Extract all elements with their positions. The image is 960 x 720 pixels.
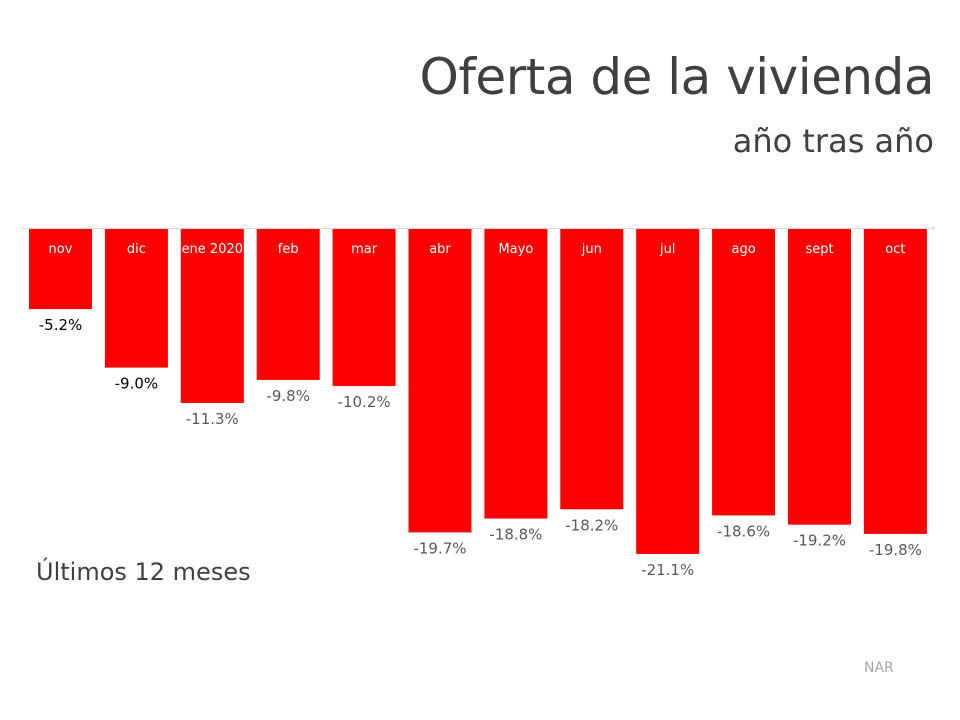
bar (408, 229, 472, 533)
category-label: abr (429, 242, 451, 257)
bar (712, 229, 776, 516)
data-label: -5.2% (39, 316, 83, 334)
data-label: -11.3% (186, 410, 239, 428)
chart-subtitle: año tras año (732, 122, 934, 160)
category-label: Mayo (498, 242, 533, 257)
bar (560, 229, 624, 510)
category-label: jul (659, 242, 675, 257)
data-label: -10.2% (338, 393, 391, 411)
category-label: mar (351, 242, 378, 257)
data-label: -9.8% (266, 387, 310, 405)
bar (104, 229, 168, 368)
source-label: NAR (864, 660, 894, 676)
bar (636, 229, 700, 554)
period-note: Últimos 12 meses (36, 558, 251, 586)
bar (863, 229, 927, 534)
bar (332, 229, 396, 387)
category-label: ago (732, 242, 756, 257)
chart-title: Oferta de la vivienda (419, 48, 934, 106)
data-label: -9.0% (115, 375, 159, 393)
category-label: ene 2020 (182, 242, 243, 257)
bar (29, 229, 92, 310)
category-label: feb (278, 242, 299, 257)
data-label: -18.8% (489, 526, 542, 544)
bar (180, 229, 244, 404)
data-label: -19.7% (413, 539, 466, 557)
bar (484, 229, 548, 519)
bar (256, 229, 320, 380)
category-label: oct (885, 242, 905, 257)
category-label: jun (581, 242, 602, 257)
bar (788, 229, 851, 525)
category-label: dic (127, 242, 146, 257)
data-label: -18.2% (565, 516, 618, 534)
data-label: -21.1% (641, 561, 694, 579)
data-label: -18.6% (717, 522, 770, 540)
category-label: sept (805, 242, 833, 257)
category-label: nov (49, 242, 73, 257)
data-label: -19.2% (793, 532, 846, 550)
data-label: -19.8% (869, 541, 922, 559)
